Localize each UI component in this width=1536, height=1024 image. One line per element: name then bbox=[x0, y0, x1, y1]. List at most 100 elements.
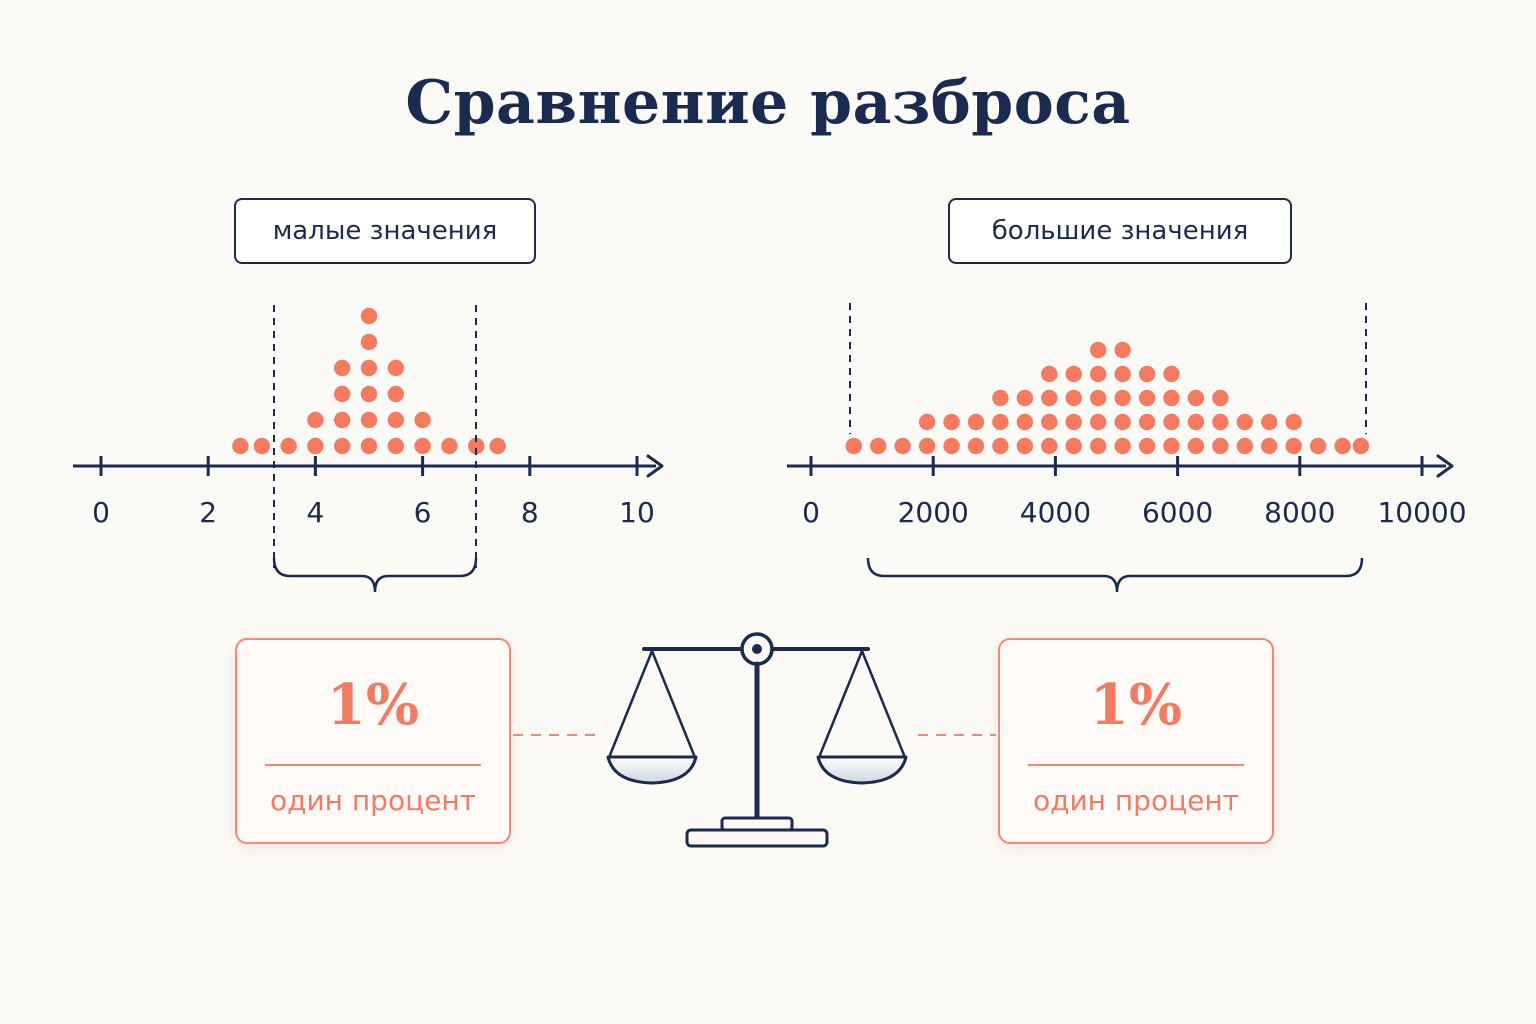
right-data-dot bbox=[1163, 365, 1180, 383]
left-data-dot bbox=[334, 411, 351, 429]
right-data-dot bbox=[967, 437, 985, 455]
right-data-dot bbox=[1114, 365, 1131, 383]
right-data-dot bbox=[845, 437, 862, 455]
left-data-dot bbox=[334, 437, 351, 455]
left-data-dot bbox=[334, 359, 351, 377]
left-tick-label: 10 bbox=[619, 496, 655, 529]
right-data-dot bbox=[943, 413, 960, 431]
right-data-dot bbox=[1187, 413, 1205, 431]
right-data-dot bbox=[1236, 413, 1254, 431]
right-data-dot bbox=[918, 413, 936, 431]
left-data-dot bbox=[387, 385, 404, 403]
left-data-dot bbox=[360, 437, 378, 455]
right-range-brace bbox=[866, 557, 1364, 593]
right-data-dot bbox=[1236, 437, 1254, 455]
right-data-dot bbox=[1065, 365, 1082, 383]
left-data-dot bbox=[360, 411, 378, 429]
right-data-dot bbox=[1352, 437, 1370, 455]
right-tick-label: 6000 bbox=[1142, 496, 1213, 529]
left-data-dot bbox=[441, 437, 458, 455]
right-data-dot bbox=[1065, 413, 1082, 431]
right-data-dot bbox=[1114, 437, 1131, 455]
right-data-dot bbox=[1016, 389, 1034, 407]
scales-icon bbox=[606, 632, 908, 848]
right-data-dot bbox=[1089, 437, 1107, 455]
right-data-dot bbox=[1285, 413, 1302, 431]
right-axis-arrow bbox=[1436, 454, 1454, 478]
right-data-dot bbox=[967, 413, 985, 431]
right-percent-card: 1% один процент bbox=[998, 638, 1274, 844]
right-tick-label: 4000 bbox=[1020, 496, 1091, 529]
right-data-dot bbox=[1261, 437, 1278, 455]
right-data-dot bbox=[943, 437, 960, 455]
right-data-dot bbox=[1163, 389, 1180, 407]
left-axis-arrow bbox=[646, 454, 664, 478]
right-tick-label: 2000 bbox=[898, 496, 969, 529]
left-data-dot bbox=[414, 437, 431, 455]
large-values-label: большие значения bbox=[948, 198, 1292, 264]
right-data-dot bbox=[1065, 389, 1082, 407]
right-data-dot bbox=[1138, 365, 1156, 383]
left-data-dot bbox=[360, 385, 378, 403]
right-data-dot bbox=[1016, 437, 1034, 455]
left-percent-card: 1% один процент bbox=[235, 638, 511, 844]
left-data-dot bbox=[387, 437, 404, 455]
right-data-dot bbox=[1089, 413, 1107, 431]
left-data-dot bbox=[280, 437, 297, 455]
right-data-dot bbox=[1114, 341, 1131, 359]
right-data-dot bbox=[1114, 413, 1131, 431]
right-data-dot bbox=[1089, 341, 1107, 359]
small-values-label: малые значения bbox=[234, 198, 536, 264]
left-data-dot bbox=[360, 307, 378, 325]
left-percent-caption: один процент bbox=[269, 784, 476, 817]
left-data-dot bbox=[360, 333, 378, 351]
left-data-dot bbox=[360, 359, 378, 377]
right-data-dot bbox=[1089, 389, 1107, 407]
left-card-divider bbox=[265, 764, 481, 766]
left-data-dot bbox=[307, 437, 324, 455]
right-data-dot bbox=[870, 437, 887, 455]
left-percent-value: 1% bbox=[326, 672, 420, 738]
left-range-brace bbox=[272, 557, 478, 593]
right-data-dot bbox=[894, 437, 911, 455]
right-data-dot bbox=[992, 413, 1009, 431]
right-data-dot bbox=[1187, 437, 1205, 455]
right-data-dot bbox=[1065, 437, 1082, 455]
right-data-dot bbox=[1212, 413, 1229, 431]
right-data-dot bbox=[1261, 413, 1278, 431]
right-data-dot bbox=[992, 389, 1009, 407]
left-tick-label: 6 bbox=[414, 496, 432, 529]
right-tick-label: 8000 bbox=[1264, 496, 1335, 529]
right-percent-caption: один процент bbox=[1032, 784, 1239, 817]
right-data-dot bbox=[1285, 437, 1302, 455]
left-data-dot bbox=[468, 437, 485, 455]
right-data-dot bbox=[1016, 413, 1034, 431]
left-data-dot bbox=[307, 411, 324, 429]
right-data-dot bbox=[1041, 413, 1058, 431]
right-data-dot bbox=[1212, 437, 1229, 455]
right-dot-plot: 0 2000 4000 6000 8000 10000 bbox=[787, 303, 1467, 593]
right-data-dot bbox=[1041, 365, 1058, 383]
right-data-dot bbox=[1163, 437, 1180, 455]
left-data-dot bbox=[387, 411, 404, 429]
right-data-dot bbox=[1212, 389, 1229, 407]
right-data-dot bbox=[1089, 365, 1107, 383]
right-data-dot bbox=[1041, 437, 1058, 455]
left-tick-label: 2 bbox=[199, 496, 217, 529]
right-data-dot bbox=[1187, 389, 1205, 407]
right-tick-label: 0 bbox=[802, 496, 820, 529]
left-data-dot bbox=[489, 437, 506, 455]
left-data-dot bbox=[334, 385, 351, 403]
left-tick-label: 4 bbox=[306, 496, 324, 529]
right-data-dot bbox=[1138, 437, 1156, 455]
right-tick-label: 10000 bbox=[1377, 496, 1466, 529]
right-data-dot bbox=[992, 437, 1009, 455]
right-data-dot bbox=[1114, 389, 1131, 407]
right-card-divider bbox=[1028, 764, 1244, 766]
left-tick-label: 0 bbox=[92, 496, 110, 529]
right-data-dot bbox=[1334, 437, 1351, 455]
right-data-dot bbox=[1163, 413, 1180, 431]
right-data-dot bbox=[1138, 413, 1156, 431]
right-data-dot bbox=[1138, 389, 1156, 407]
